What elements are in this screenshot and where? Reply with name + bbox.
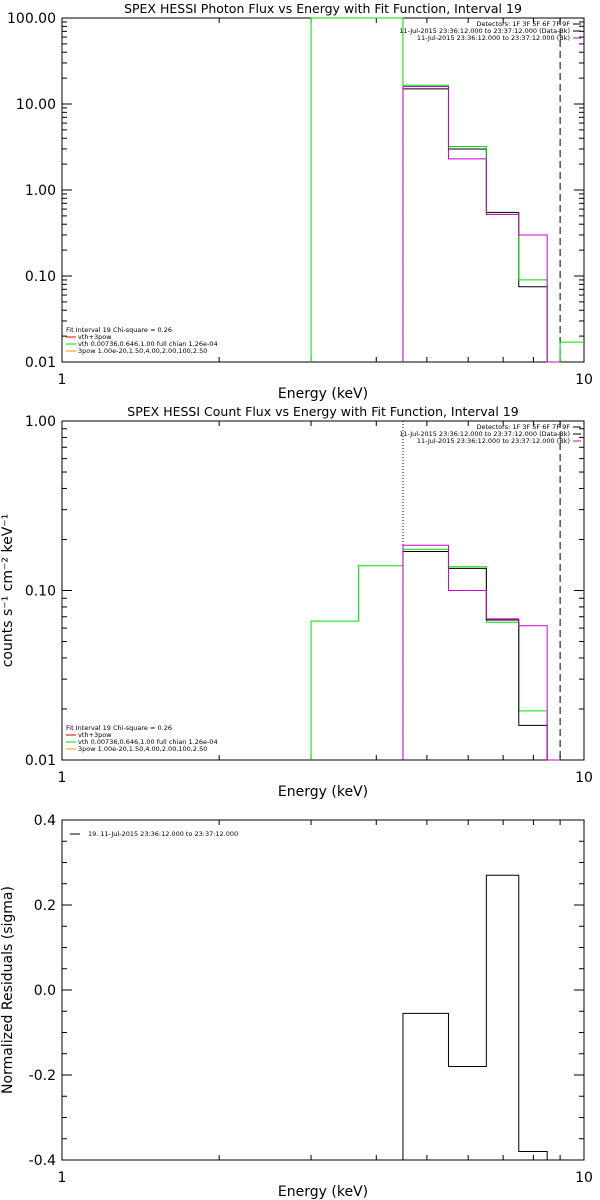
x-tick-label: 10 xyxy=(575,1170,593,1186)
detector-header-line: 11-Jul-2015 23:36:12.000 to 23:37:12.000… xyxy=(417,34,570,42)
y-tick-label: -0.4 xyxy=(29,1153,56,1169)
x-tick-label: 10 xyxy=(575,770,593,786)
chart-panel-2: 1 10 0.01 0.10 1.00 SPEX HESSI Count Flux vs … xyxy=(0,404,593,800)
y-tick-label: -0.2 xyxy=(29,1068,56,1084)
series-black-histogram xyxy=(402,550,561,761)
series-magenta-histogram xyxy=(402,544,561,761)
chart-panel-1: 1 10 0.01 0.10 1.00 10.00 100.00 SPEX HESSI Pho… xyxy=(7,1,593,402)
chart-panel-3: 1 10 -0.4 -0.2 0.0 0.2 0.4 Energy (keV) Normaliz… xyxy=(0,813,593,1200)
y-tick-label: 0.10 xyxy=(25,269,56,285)
detector-header-line: 11-Jul-2015 23:36:12.000 to 23:37:12.000… xyxy=(417,437,570,445)
y-tick-label: 1.00 xyxy=(25,414,56,430)
x-tick-label: 1 xyxy=(58,770,67,786)
y-tick-label: 0.4 xyxy=(34,813,56,829)
series-green-histogram xyxy=(310,548,561,761)
legend-entry: 3pow 1.00e-20,1.50,4.00,2.00,100,2.50 xyxy=(78,745,207,753)
chart-title: SPEX HESSI Count Flux vs Energy with Fit… xyxy=(127,404,518,419)
x-axis-label: Energy (keV) xyxy=(278,784,368,800)
legend-entry: vth+3pow xyxy=(78,333,112,341)
x-tick-label: 1 xyxy=(58,1170,67,1186)
legend-entry: 3pow 1.00e-20,1.50,4.00,2.00,100,2.50 xyxy=(78,347,207,355)
series-magenta-histogram xyxy=(402,85,561,363)
plot-frame xyxy=(61,819,585,1161)
x-tick-label: 10 xyxy=(575,372,593,388)
chart-title: SPEX HESSI Photon Flux vs Energy with Fi… xyxy=(124,1,522,16)
plot-frame xyxy=(61,17,585,363)
y-tick-label: 1.00 xyxy=(25,183,56,199)
y-axis-label: counts s⁻¹ cm⁻² keV⁻¹ xyxy=(0,514,16,668)
y-tick-label: 0.2 xyxy=(34,898,56,914)
detector-header-line: Detectors: 1F 3F 5F 6F 7F 9F xyxy=(476,20,570,28)
y-tick-label: 0.01 xyxy=(25,355,56,371)
y-axis-label: Normalized Residuals (sigma) xyxy=(0,886,16,1094)
detector-header-line: Detectors: 1F 3F 5F 6F 7F 9F xyxy=(476,423,570,431)
y-tick-label: 10.00 xyxy=(16,97,56,113)
series-green-histogram xyxy=(310,17,584,363)
legend-entry: vth+3pow xyxy=(78,731,112,739)
y-tick-label: 0.01 xyxy=(25,753,56,769)
series-black-histogram xyxy=(402,88,561,363)
y-tick-label: 0.10 xyxy=(25,584,56,600)
legend-entry: Fit Interval 19 Chi-square = 0.26 xyxy=(66,724,172,732)
x-tick-label: 1 xyxy=(58,372,67,388)
detector-header-line: 11-Jul-2015 23:36:12.000 to 23:37:12.000… xyxy=(399,27,570,35)
series-black-histogram xyxy=(402,874,561,1161)
legend-entry: 19. 11-Jul-2015 23:36:12.000 to 23:37:12… xyxy=(88,830,238,838)
detector-header-line: 11-Jul-2015 23:36:12.000 to 23:37:12.000… xyxy=(399,430,570,438)
legend-entry: vth 0.00736,0.646,1.00 full chian 1.26e-… xyxy=(78,340,218,348)
plot-frame xyxy=(61,420,585,761)
y-tick-label: 0.0 xyxy=(34,983,56,999)
x-axis-label: Energy (keV) xyxy=(278,1184,368,1200)
legend-entry: vth 0.00736,0.646,1.00 full chian 1.26e-… xyxy=(78,738,218,746)
y-tick-label: 100.00 xyxy=(7,11,56,27)
x-axis-label: Energy (keV) xyxy=(278,386,368,402)
legend-entry: Fit Interval 19 Chi-square = 0.26 xyxy=(66,326,172,334)
